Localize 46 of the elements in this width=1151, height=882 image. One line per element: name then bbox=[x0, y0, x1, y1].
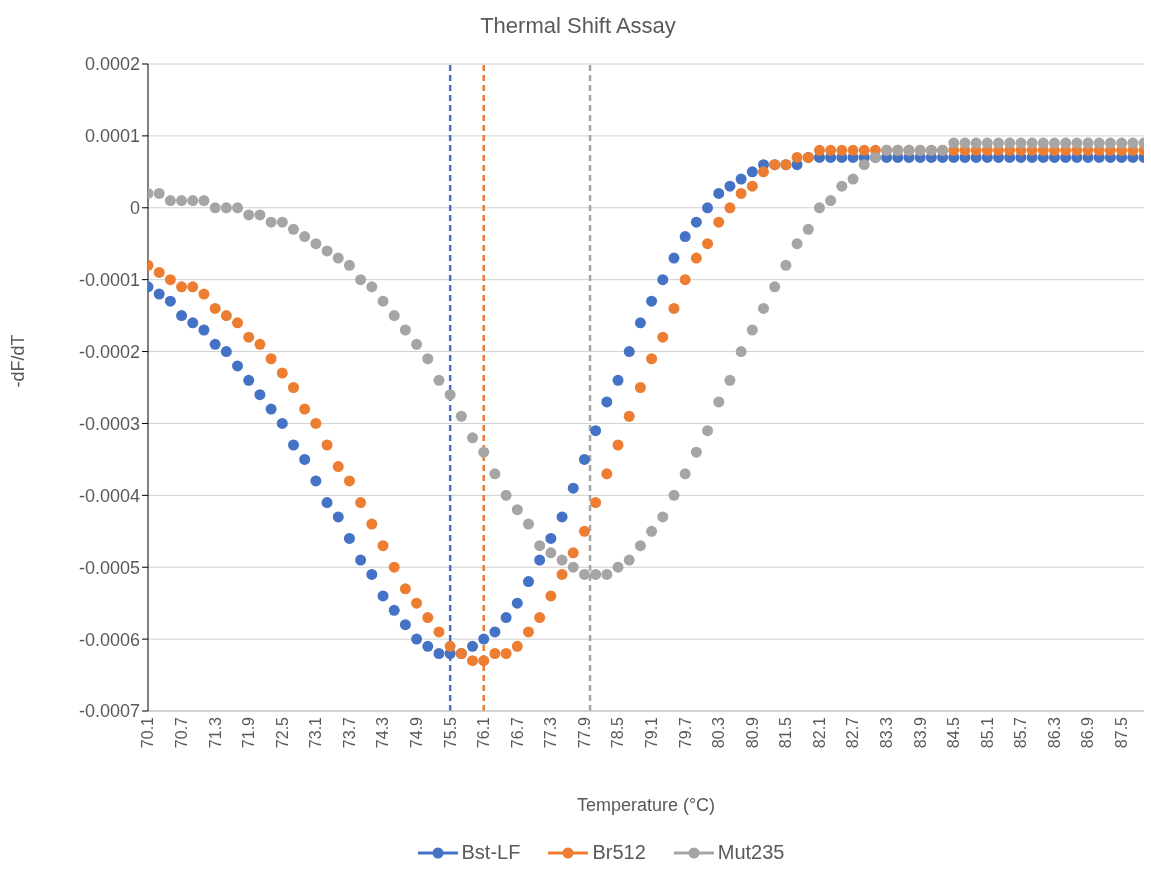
x-tick-label: 79.7 bbox=[676, 716, 694, 749]
x-tick-label: 76.1 bbox=[475, 716, 493, 749]
legend-label: Br512 bbox=[592, 841, 646, 864]
chart-title: Thermal Shift Assay bbox=[479, 12, 677, 40]
x-tick-label: 85.1 bbox=[978, 716, 996, 749]
x-tick-label: 77.3 bbox=[542, 716, 560, 749]
legend-label: Mut235 bbox=[717, 841, 785, 864]
y-tick-label: 0 bbox=[129, 198, 140, 219]
y-tick-label: 0.0002 bbox=[84, 54, 140, 75]
x-tick-label: 71.3 bbox=[206, 716, 224, 749]
y-tick-label: -0.0001 bbox=[78, 270, 140, 291]
x-tick-label: 86.9 bbox=[1079, 716, 1097, 749]
x-tick-label: 77.9 bbox=[575, 716, 593, 749]
x-tick-label: 75.5 bbox=[441, 716, 459, 749]
x-tick-label: 73.1 bbox=[307, 716, 325, 749]
x-tick-label: 79.1 bbox=[642, 716, 660, 749]
x-tick-label: 80.3 bbox=[710, 716, 728, 749]
x-tick-label: 87.5 bbox=[1112, 716, 1130, 749]
y-tick-label: -0.0007 bbox=[78, 701, 140, 722]
legend-label: Bst-LF bbox=[461, 841, 521, 864]
y-tick-label: -0.0003 bbox=[78, 413, 140, 434]
y-axis-title: -dF/dT bbox=[8, 334, 29, 388]
x-axis-title: Temperature (°C) bbox=[576, 795, 716, 815]
x-tick-label: 86.3 bbox=[1045, 716, 1063, 749]
x-tick-label: 76.7 bbox=[508, 716, 526, 749]
x-tick-label: 80.9 bbox=[743, 716, 761, 749]
x-tick-label: 84.5 bbox=[945, 716, 963, 749]
x-tick-label: 74.3 bbox=[374, 716, 392, 749]
x-tick-label: 70.1 bbox=[139, 716, 157, 749]
x-tick-label: 70.7 bbox=[172, 716, 190, 749]
x-tick-label: 83.9 bbox=[911, 716, 929, 749]
y-tick-label: -0.0004 bbox=[78, 485, 140, 506]
x-tick-label: 72.5 bbox=[273, 716, 291, 749]
x-tick-label: 82.1 bbox=[810, 716, 828, 749]
x-tick-label: 74.9 bbox=[407, 716, 425, 749]
y-tick-label: -0.0005 bbox=[78, 557, 140, 578]
y-tick-label: -0.0002 bbox=[78, 341, 140, 362]
x-tick-label: 71.9 bbox=[240, 716, 258, 749]
x-tick-label: 83.3 bbox=[877, 716, 895, 749]
y-tick-label: 0.0001 bbox=[84, 126, 140, 147]
x-tick-label: 85.7 bbox=[1012, 716, 1030, 749]
x-tick-label: 82.7 bbox=[844, 716, 862, 749]
x-tick-label: 81.5 bbox=[777, 716, 795, 749]
x-tick-label: 73.7 bbox=[340, 716, 358, 749]
y-tick-label: -0.0006 bbox=[78, 629, 140, 650]
x-tick-label: 78.5 bbox=[609, 716, 627, 749]
